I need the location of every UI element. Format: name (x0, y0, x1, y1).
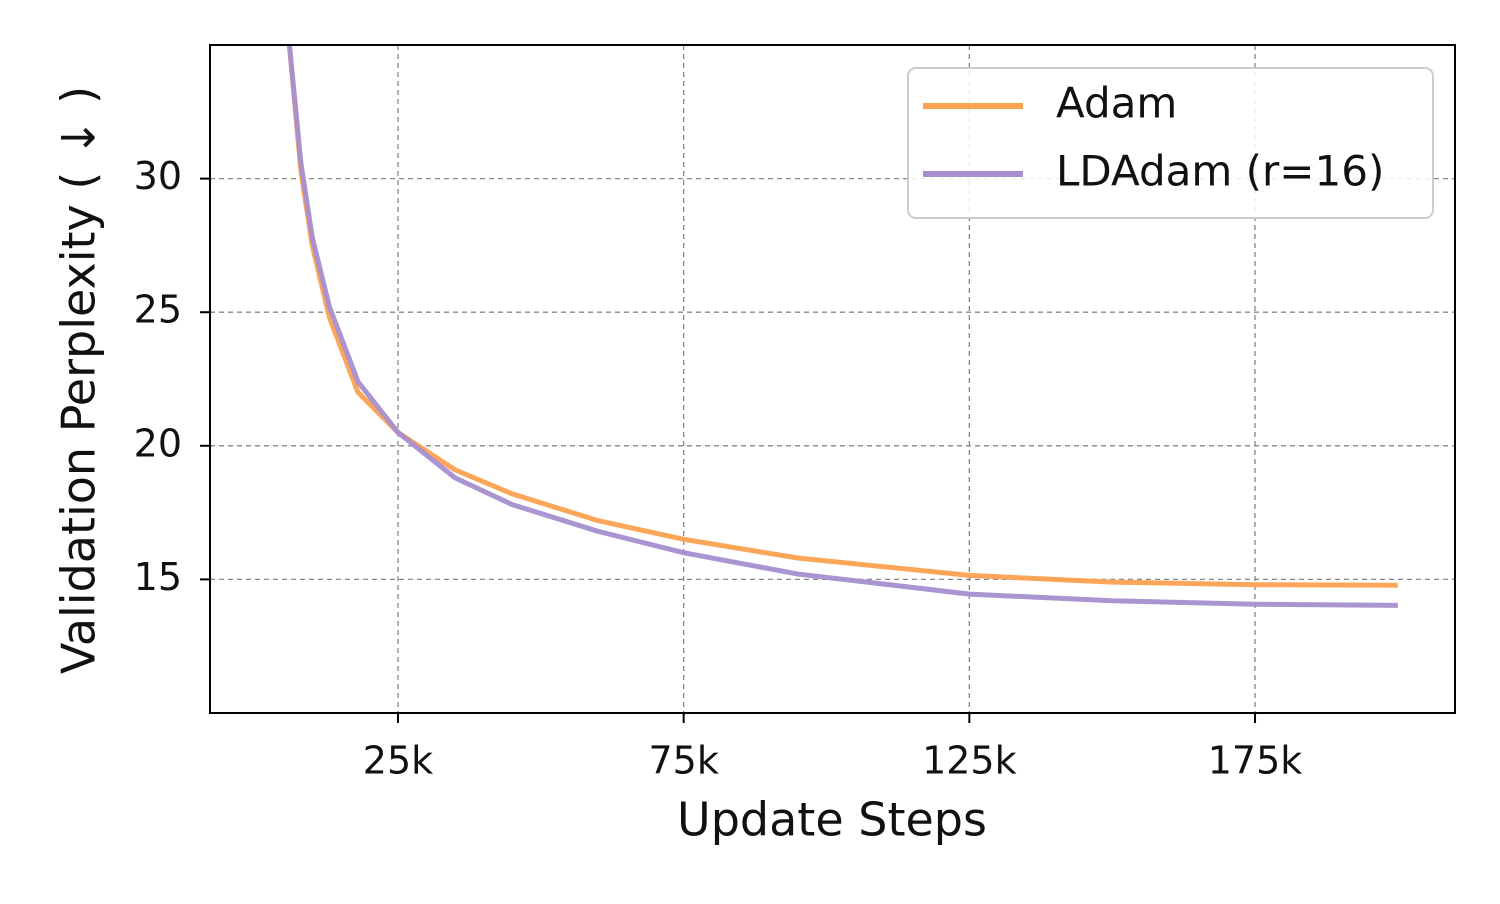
legend-label: LDAdam (r=16) (1056, 147, 1384, 196)
x-tick-label: 175k (1208, 739, 1303, 783)
x-tick-label: 75k (648, 739, 718, 783)
x-tick-label: 125k (922, 739, 1017, 783)
y-tick-label: 30 (134, 154, 182, 198)
plot-lines (286, 45, 1398, 608)
y-axis-label: Validation Perplexity ( ↓ ) (52, 86, 106, 674)
series-line (286, 45, 1398, 608)
x-tick-label: 25k (363, 739, 433, 783)
y-tick-label: 20 (134, 421, 182, 465)
y-tick-label: 15 (134, 555, 182, 599)
x-axis-label: Update Steps (677, 793, 987, 847)
legend-box (907, 67, 1434, 219)
y-tick-label: 25 (134, 288, 182, 332)
legend-label: Adam (1056, 79, 1177, 128)
plot-frame (209, 44, 1456, 714)
